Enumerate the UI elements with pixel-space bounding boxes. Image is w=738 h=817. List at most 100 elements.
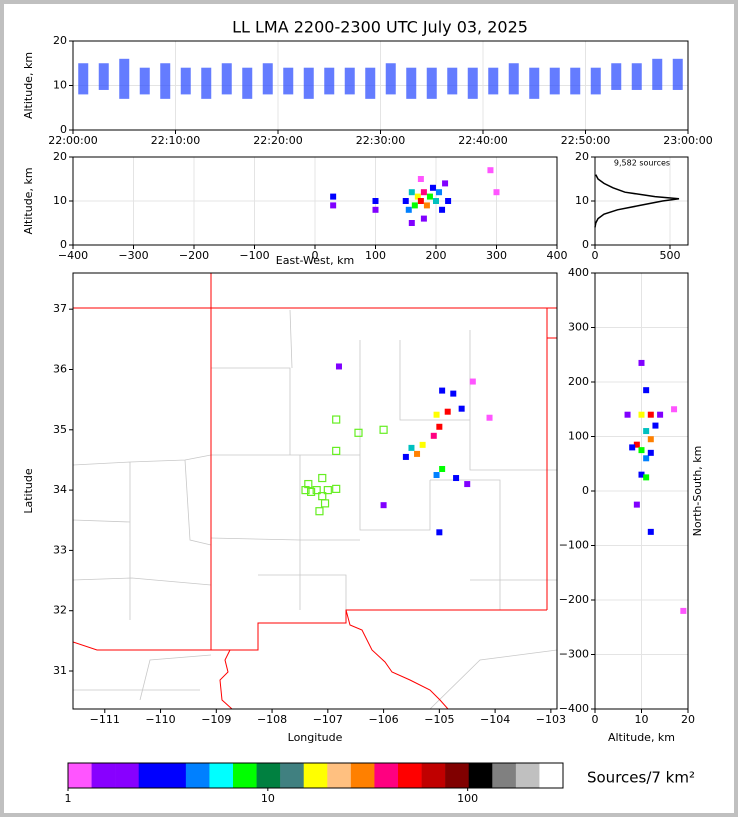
source [652, 422, 659, 429]
y-tick-label: 0 [60, 123, 67, 136]
x-tick-label: −100 [239, 249, 269, 262]
source-column [283, 67, 294, 95]
x-tick-label: 0 [592, 713, 599, 726]
y-tick-label: 20 [53, 150, 67, 163]
source [439, 206, 446, 213]
source [408, 444, 415, 451]
source-column [303, 67, 314, 99]
colorbar-swatch [350, 763, 375, 788]
source [629, 444, 636, 451]
x-tick-label: 20 [681, 713, 695, 726]
source-column [139, 67, 150, 95]
source [647, 528, 654, 535]
source [408, 220, 415, 226]
source [419, 441, 426, 448]
colorbar-swatch [233, 763, 257, 788]
source [436, 189, 443, 196]
source [372, 206, 379, 213]
source-column [262, 63, 273, 95]
x-tick-label: 22:20:00 [253, 134, 302, 147]
source [433, 472, 440, 479]
source [647, 449, 654, 456]
colorbar-swatch [209, 763, 234, 788]
colorbar-label: Sources/7 km² [587, 769, 695, 787]
x-tick-label: 22:50:00 [561, 134, 610, 147]
y-tick-label: 0 [582, 238, 589, 251]
x-tick-label: −105 [424, 713, 454, 726]
source-column [180, 67, 191, 95]
y-tick-label: 36 [53, 362, 67, 375]
source [417, 198, 424, 204]
source [330, 193, 337, 200]
source-column [467, 67, 478, 99]
y-tick-label: 0 [60, 238, 67, 251]
station [379, 425, 388, 434]
x-axis-label: Altitude, km [608, 731, 675, 744]
source-column [590, 67, 601, 95]
colorbar-swatch [68, 763, 92, 788]
colorbar-swatch [327, 763, 352, 788]
x-tick-label: −200 [179, 249, 209, 262]
x-tick-label: 22:10:00 [151, 134, 200, 147]
source [414, 450, 421, 457]
colorbar-swatch [91, 763, 116, 788]
y-tick-label: 35 [53, 423, 67, 436]
source [433, 198, 439, 204]
y-tick-label: 37 [53, 302, 67, 315]
source [458, 405, 465, 412]
chart-title: LL LMA 2200-2300 UTC July 03, 2025 [232, 18, 528, 37]
y-tick-label: 10 [575, 194, 589, 207]
x-tick-label: −400 [58, 249, 88, 262]
x-tick-label: 0 [592, 249, 599, 262]
x-tick-label: 300 [486, 249, 507, 262]
source [436, 423, 443, 430]
source-column [406, 67, 417, 99]
source [657, 411, 664, 418]
source [643, 455, 650, 462]
source [638, 471, 645, 478]
source-column [98, 63, 109, 90]
colorbar-tick-label: 1 [65, 792, 72, 805]
station [332, 484, 341, 493]
colorbar-tick-label: 10 [261, 792, 275, 805]
y-tick-label: 33 [53, 543, 67, 556]
x-tick-label: −104 [480, 713, 510, 726]
x-axis-label: Longitude [288, 731, 343, 744]
y-tick-label: 0 [582, 484, 589, 497]
y-tick-label: 20 [575, 150, 589, 163]
station [315, 507, 324, 516]
source [624, 411, 631, 418]
x-tick-label: 500 [660, 249, 681, 262]
y-tick-label: −400 [559, 702, 589, 715]
source [633, 441, 640, 448]
altitude-profile [594, 174, 680, 228]
x-axis-label: East-West, km [276, 254, 354, 267]
x-tick-label: −111 [90, 713, 120, 726]
colorbar-swatch [115, 763, 140, 788]
y-tick-label: 100 [568, 430, 589, 443]
source-column [344, 67, 355, 95]
plot-frame [72, 272, 558, 710]
source [335, 363, 342, 370]
source [439, 387, 446, 394]
source [429, 184, 436, 191]
source-column [611, 63, 622, 90]
source-column [119, 58, 130, 99]
source [417, 176, 424, 182]
source [444, 408, 451, 415]
source [450, 390, 457, 397]
colorbar-swatch [162, 763, 187, 788]
source [638, 411, 645, 418]
background [4, 4, 734, 813]
source [426, 193, 433, 200]
colorbar-swatch [374, 763, 399, 788]
source-column [529, 67, 540, 99]
source-column [672, 58, 683, 90]
source [411, 202, 418, 209]
source-column [365, 67, 376, 99]
station [332, 446, 341, 455]
colorbar-swatch [539, 763, 564, 788]
source [433, 411, 440, 418]
source [439, 465, 446, 472]
x-tick-label: 200 [426, 249, 447, 262]
